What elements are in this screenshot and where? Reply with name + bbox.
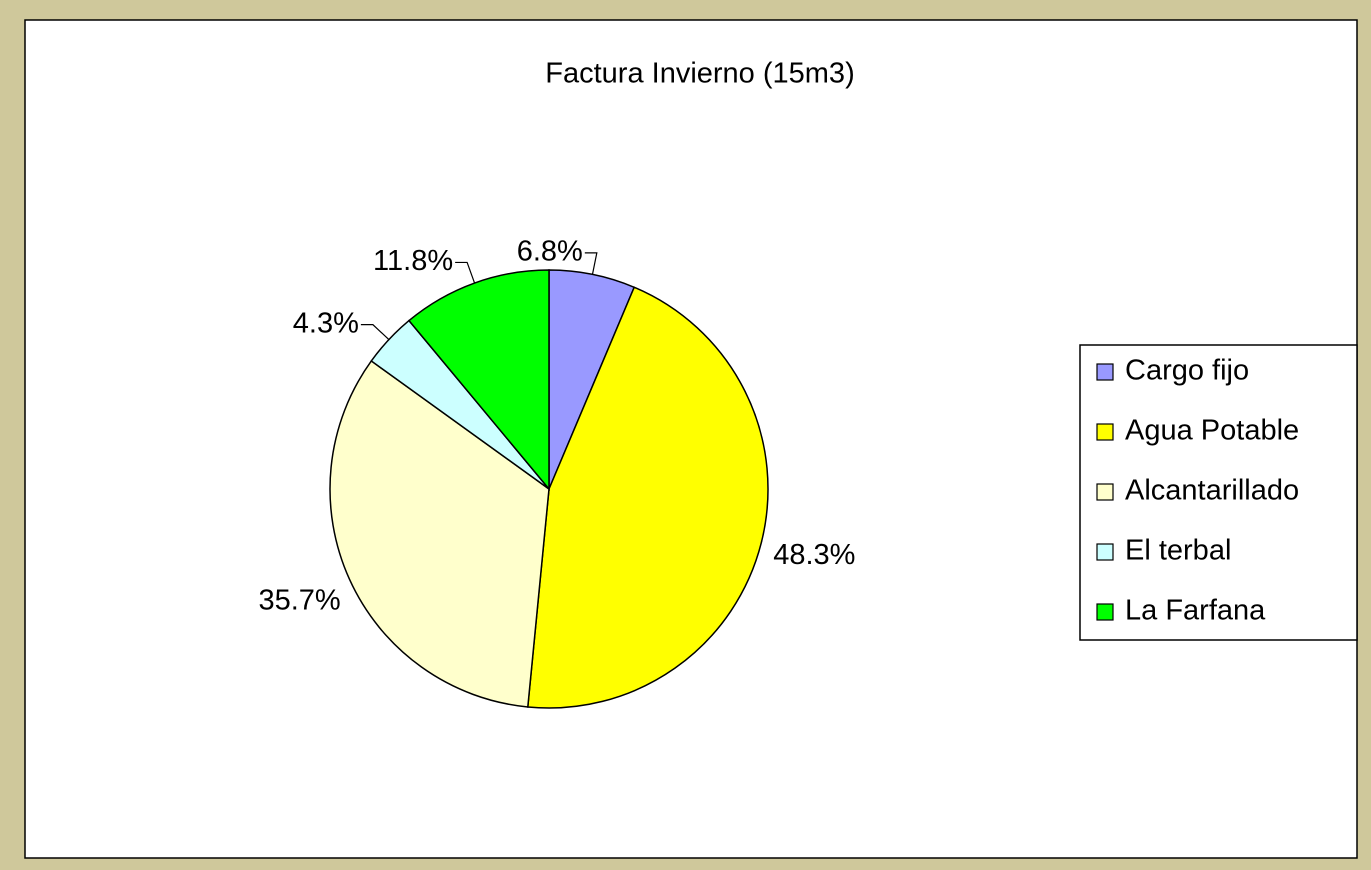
legend-label: Alcantarillado [1125, 475, 1299, 507]
data-label: 11.8% [373, 245, 453, 277]
legend-swatch [1096, 543, 1114, 561]
pie-slice [407, 269, 550, 492]
legend-label: Cargo fijo [1125, 355, 1249, 387]
leader-line [584, 252, 598, 275]
legend-label: El terbal [1125, 535, 1231, 567]
leader-line [455, 261, 476, 284]
legend-label: Agua Potable [1125, 415, 1299, 447]
data-label: 4.3% [293, 307, 359, 339]
chart-title: Factura Invierno (15m3) [545, 58, 854, 90]
legend [1079, 344, 1358, 641]
data-label: 6.8% [517, 236, 583, 268]
legend-swatch [1096, 603, 1114, 621]
legend-label: La Farfana [1125, 595, 1266, 627]
pie-slice [329, 359, 550, 708]
data-label: 48.3% [773, 539, 855, 571]
legend-swatch [1096, 423, 1114, 441]
leader-line [360, 324, 390, 341]
data-label: 35.7% [258, 584, 340, 616]
legend-swatch [1096, 483, 1114, 501]
pie-slice [526, 286, 769, 709]
legend-swatch [1096, 363, 1114, 381]
